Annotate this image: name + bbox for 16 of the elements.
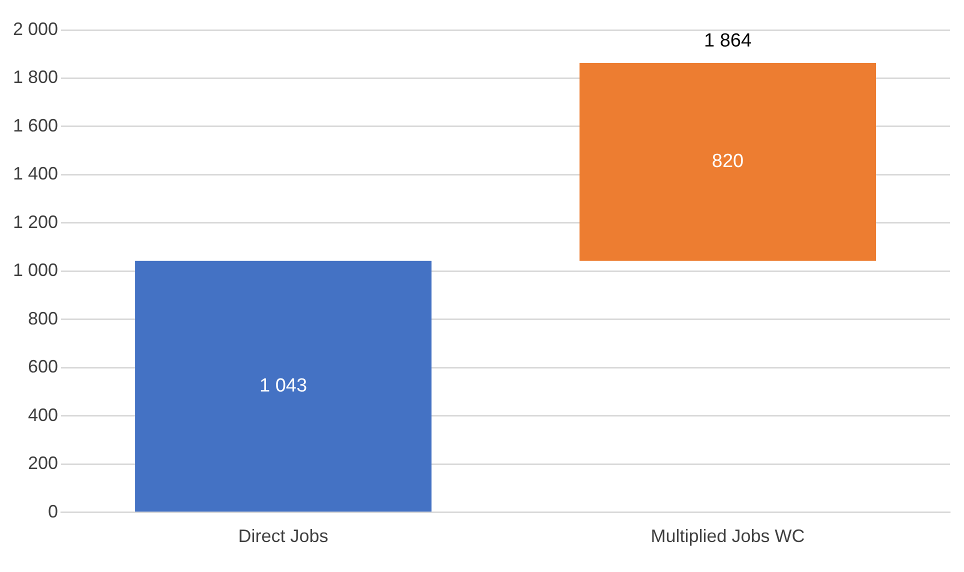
y-tick-label: 1 000 xyxy=(12,260,58,280)
y-tick-label: 1 800 xyxy=(12,67,58,88)
x-tick-label: Multiplied Jobs WC xyxy=(650,526,805,546)
y-tick-label: 0 xyxy=(48,501,58,522)
x-tick-label: Direct Jobs xyxy=(238,526,328,546)
data-label: 820 xyxy=(712,151,744,172)
y-tick-label: 400 xyxy=(28,404,58,425)
y-tick-label: 2 000 xyxy=(12,18,58,39)
y-tick-label: 1 400 xyxy=(12,164,58,184)
y-tick-label: 1 600 xyxy=(12,115,58,136)
y-tick-label: 800 xyxy=(28,308,58,328)
data-label: 1 043 xyxy=(260,375,308,396)
annotation: 1 864 xyxy=(704,30,752,52)
y-tick-label: 200 xyxy=(28,453,58,474)
y-tick-label: 1 200 xyxy=(12,212,58,232)
y-tick-label: 600 xyxy=(28,356,58,377)
